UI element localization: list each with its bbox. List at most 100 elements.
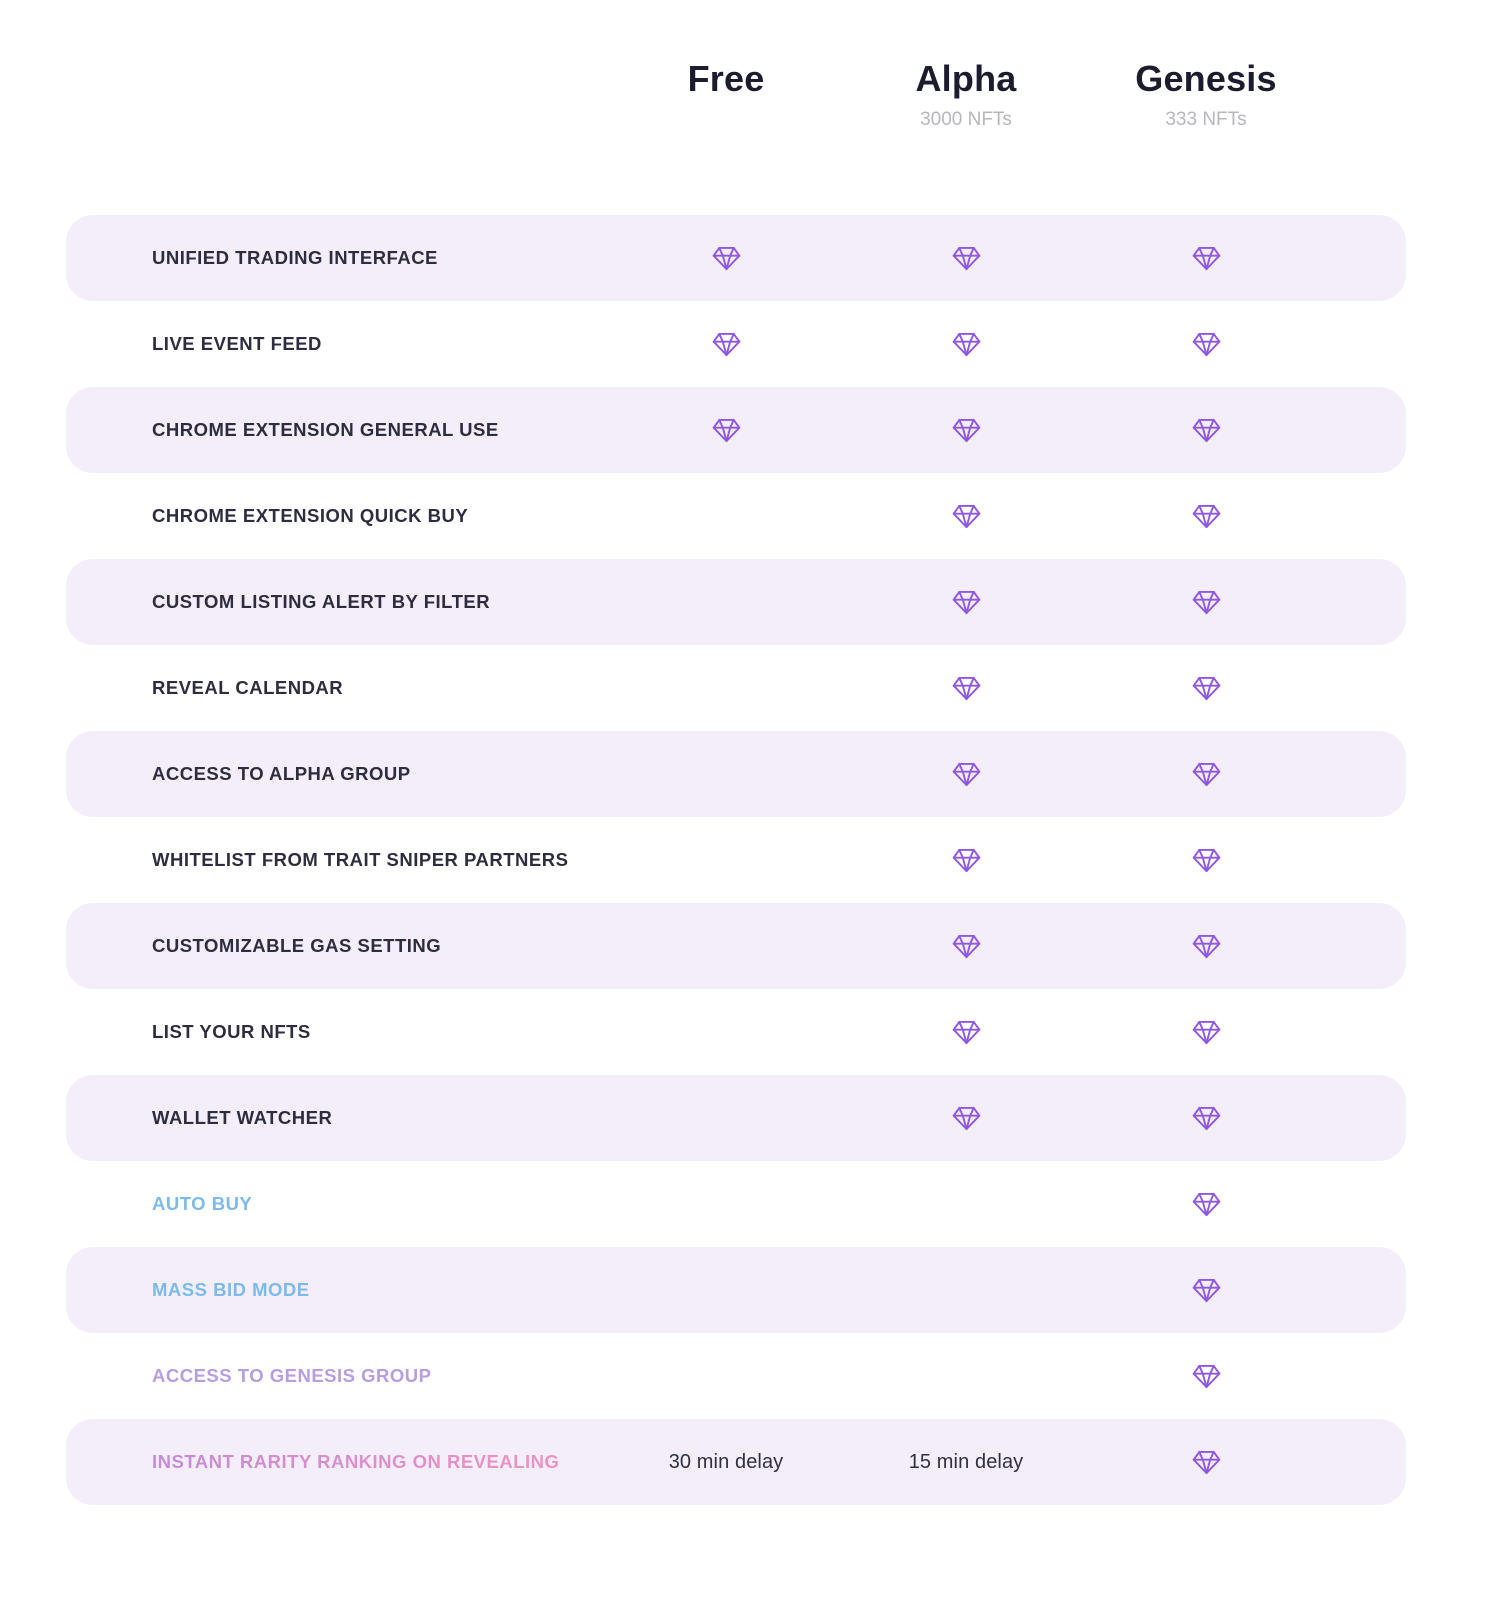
cell-alpha: 15 min delay (908, 1450, 1024, 1473)
plan-column-genesis: Genesis 333 NFTs (1086, 58, 1326, 131)
feature-label: LIVE EVENT FEED (152, 333, 322, 354)
feature-row: MASS BID MODE (66, 1247, 1406, 1333)
cell-alpha (846, 1247, 1086, 1333)
cell-genesis (1086, 215, 1326, 301)
diamond-gem-icon (1192, 847, 1221, 874)
feature-row: LIVE EVENT FEED (66, 301, 1406, 387)
plan-title-genesis: Genesis (1135, 58, 1277, 99)
diamond-gem-icon (1192, 417, 1221, 444)
diamond-gem-icon (952, 1019, 981, 1046)
diamond-gem-icon (952, 245, 981, 272)
cell-alpha (846, 1333, 1086, 1419)
feature-row: ACCESS TO GENESIS GROUP (66, 1333, 1406, 1419)
diamond-gem-icon (1192, 1363, 1221, 1390)
diamond-gem-icon (1192, 331, 1221, 358)
cell-free (606, 559, 846, 645)
feature-row: CHROME EXTENSION GENERAL USE (66, 387, 1406, 473)
diamond-gem-icon (712, 417, 741, 444)
diamond-gem-icon (952, 847, 981, 874)
plan-subtitle-alpha: 3000 NFTs (920, 109, 1012, 130)
cell-free (606, 1075, 846, 1161)
feature-row: WALLET WATCHER (66, 1075, 1406, 1161)
plan-column-alpha: Alpha 3000 NFTs (846, 58, 1086, 131)
diamond-gem-icon (952, 503, 981, 530)
feature-row: WHITELIST FROM TRAIT SNIPER PARTNERS (66, 817, 1406, 903)
feature-label: WALLET WATCHER (152, 1107, 333, 1128)
feature-label: ACCESS TO GENESIS GROUP (152, 1365, 432, 1386)
feature-label: REVEAL CALENDAR (152, 677, 344, 698)
feature-row: CUSTOM LISTING ALERT BY FILTER (66, 559, 1406, 645)
diamond-gem-icon (712, 245, 741, 272)
diamond-gem-icon (1192, 1191, 1221, 1218)
feature-row: ACCESS TO ALPHA GROUP (66, 731, 1406, 817)
cell-alpha (846, 903, 1086, 989)
diamond-gem-icon (952, 589, 981, 616)
cell-genesis (1086, 301, 1326, 387)
feature-row: AUTO BUY (66, 1161, 1406, 1247)
cell-genesis (1086, 473, 1326, 559)
cell-free (606, 817, 846, 903)
cell-alpha (846, 731, 1086, 817)
cell-genesis (1086, 387, 1326, 473)
diamond-gem-icon (1192, 1277, 1221, 1304)
cell-alpha (846, 1161, 1086, 1247)
plan-subtitle-genesis: 333 NFTs (1165, 109, 1247, 130)
cell-genesis (1086, 1161, 1326, 1247)
cell-alpha (846, 215, 1086, 301)
cell-alpha (846, 473, 1086, 559)
diamond-gem-icon (1192, 1019, 1221, 1046)
feature-row: CUSTOMIZABLE GAS SETTING (66, 903, 1406, 989)
feature-row: UNIFIED TRADING INTERFACE (66, 215, 1406, 301)
cell-free: 30 min delay (668, 1450, 784, 1473)
cell-genesis (1086, 645, 1326, 731)
feature-row: REVEAL CALENDAR (66, 645, 1406, 731)
diamond-gem-icon (952, 761, 981, 788)
cell-alpha (846, 387, 1086, 473)
feature-label: UNIFIED TRADING INTERFACE (152, 247, 438, 268)
cell-genesis (1086, 989, 1326, 1075)
diamond-gem-icon (952, 1105, 981, 1132)
cell-genesis (1086, 1247, 1326, 1333)
feature-label: WHITELIST FROM TRAIT SNIPER PARTNERS (152, 849, 569, 870)
diamond-gem-icon (1192, 1449, 1221, 1476)
feature-label: ACCESS TO ALPHA GROUP (152, 763, 411, 784)
feature-row: INSTANT RARITY RANKING ON REVEALING 30 mi… (66, 1419, 1406, 1505)
cell-free (606, 387, 846, 473)
feature-label: CHROME EXTENSION QUICK BUY (152, 505, 469, 526)
feature-label: CUSTOMIZABLE GAS SETTING (152, 935, 442, 956)
cell-free (606, 731, 846, 817)
cell-genesis (1086, 731, 1326, 817)
pricing-comparison-page: Free Alpha 3000 NFTs Genesis 333 NFTs UN… (66, 0, 1406, 1505)
feature-row: LIST YOUR NFTS (66, 989, 1406, 1075)
cell-genesis (1086, 1333, 1326, 1419)
cell-alpha (846, 817, 1086, 903)
cell-free (606, 1247, 846, 1333)
cell-alpha (846, 301, 1086, 387)
feature-row: CHROME EXTENSION QUICK BUY (66, 473, 1406, 559)
feature-label: MASS BID MODE (152, 1279, 310, 1300)
cell-genesis (1086, 817, 1326, 903)
diamond-gem-icon (1192, 245, 1221, 272)
cell-alpha (846, 1075, 1086, 1161)
feature-label: CHROME EXTENSION GENERAL USE (152, 419, 499, 440)
cell-genesis (1086, 1075, 1326, 1161)
plan-title-free: Free (687, 58, 765, 99)
cell-free (606, 989, 846, 1075)
plan-subtitle-free (606, 109, 846, 131)
diamond-gem-icon (1192, 589, 1221, 616)
cell-alpha (846, 645, 1086, 731)
diamond-gem-icon (952, 675, 981, 702)
diamond-gem-icon (1192, 675, 1221, 702)
plan-column-free: Free (606, 58, 846, 131)
cell-free (606, 1333, 846, 1419)
diamond-gem-icon (952, 933, 981, 960)
cell-free (606, 215, 846, 301)
plan-header-row: Free Alpha 3000 NFTs Genesis 333 NFTs (66, 58, 1406, 131)
cell-genesis (1086, 559, 1326, 645)
feature-label: AUTO BUY (152, 1193, 253, 1214)
cell-alpha (846, 989, 1086, 1075)
feature-label: INSTANT RARITY RANKING ON REVEALING (66, 1451, 606, 1473)
diamond-gem-icon (952, 331, 981, 358)
feature-rows: UNIFIED TRADING INTERFACE LIVE EVENT FEED… (66, 215, 1406, 1505)
feature-label: CUSTOM LISTING ALERT BY FILTER (152, 591, 491, 612)
